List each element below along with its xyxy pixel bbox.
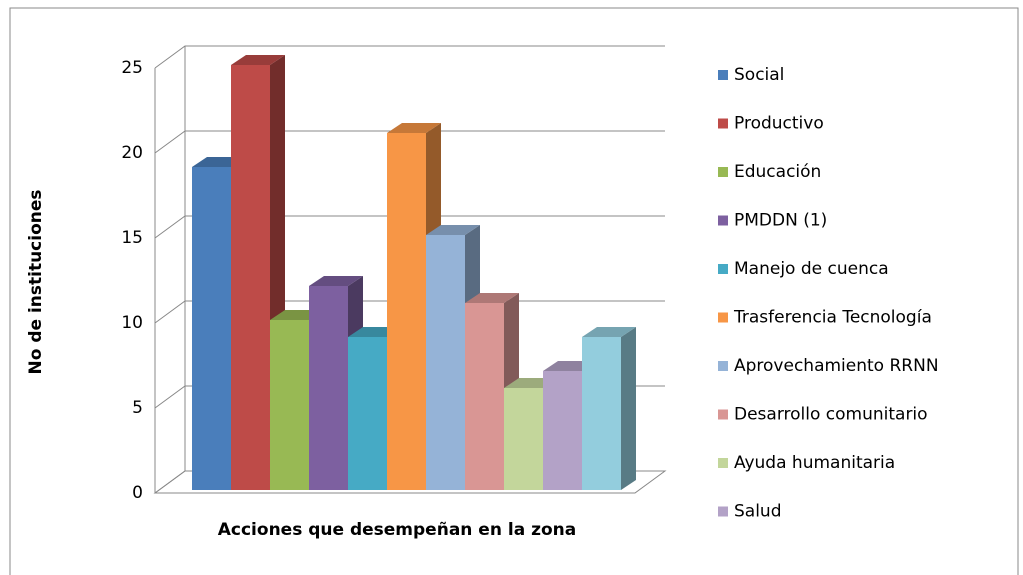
bar [426, 235, 465, 490]
bar-side [621, 327, 636, 490]
bar [387, 133, 426, 490]
bar [504, 388, 543, 490]
legend-label: Desarrollo comunitario [734, 405, 928, 425]
bar [465, 303, 504, 490]
legend-swatch [718, 506, 728, 517]
legend-label: Social [734, 65, 784, 85]
y-tick-label: 10 [121, 313, 143, 333]
bar [348, 337, 387, 490]
legend-label: Ayuda humanitaria [734, 453, 895, 473]
legend-label: Aprovechamiento RRNN [734, 356, 939, 376]
legend-swatch [718, 264, 728, 274]
bar-top [465, 293, 519, 303]
bar-top [582, 327, 636, 337]
bar [582, 337, 621, 490]
y-tick-label: 5 [132, 398, 143, 418]
bar [309, 286, 348, 490]
legend-swatch [718, 215, 728, 226]
legend-swatch [718, 118, 728, 129]
legend-swatch [718, 458, 728, 468]
bar [270, 320, 309, 490]
x-axis-title: Acciones que desempeñan en la zona [218, 520, 576, 540]
legend-swatch [718, 312, 728, 323]
bar-top [231, 55, 285, 65]
bar [543, 371, 582, 490]
bar-top [387, 123, 441, 133]
bar [231, 65, 270, 490]
legend-label: Productivo [734, 114, 824, 134]
bar [192, 167, 231, 490]
legend-label: PMDDN (1) [734, 211, 827, 231]
legend-swatch [718, 409, 728, 420]
grid-line [154, 215, 665, 239]
y-tick-label: 25 [121, 58, 143, 78]
legend-label: Manejo de cuenca [734, 259, 889, 279]
legend-label: Salud [734, 502, 782, 522]
grid-line [154, 45, 665, 69]
bar-top [426, 225, 480, 235]
legend-swatch [718, 70, 728, 80]
y-tick-label: 0 [132, 483, 143, 503]
legend-label: Educación [734, 162, 821, 182]
y-axis-title: No de instituciones [26, 189, 46, 374]
y-tick-label: 20 [121, 143, 143, 163]
y-tick-label: 15 [121, 228, 143, 248]
legend-label: Trasferencia Tecnología [733, 308, 932, 328]
legend-swatch [718, 361, 728, 371]
grid-line [154, 130, 665, 154]
legend-swatch [718, 167, 728, 177]
bar-top [309, 276, 363, 286]
chart-frame [9, 7, 1019, 575]
